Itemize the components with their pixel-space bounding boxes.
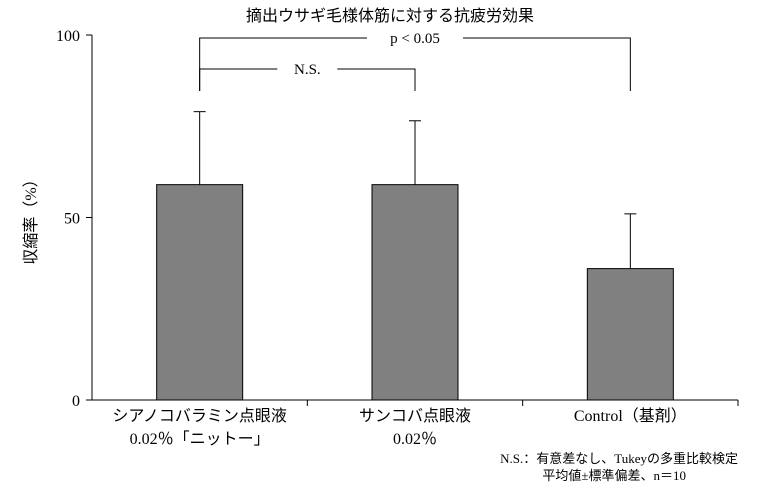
bar <box>156 184 244 401</box>
x-tick-label: シアノコバラミン点眼液 <box>112 407 287 425</box>
significance-bracket <box>337 68 416 91</box>
y-tick-label: 100 <box>56 28 80 45</box>
x-tick-label: 0.02％「ニットー」 <box>130 430 270 448</box>
bar <box>586 268 674 401</box>
significance-bracket <box>199 37 367 91</box>
x-tick-label: Control（基剤） <box>574 407 687 425</box>
significance-label: N.S. <box>294 62 321 78</box>
x-tick-label: サンコバ点眼液 <box>359 407 471 425</box>
x-tick-label: 0.02％ <box>393 431 437 448</box>
y-tick-label: 0 <box>72 393 80 410</box>
significance-bracket <box>199 68 278 91</box>
significance-label: p < 0.05 <box>390 31 440 47</box>
bar <box>371 184 459 401</box>
significance-bracket <box>463 37 631 91</box>
y-tick-label: 50 <box>64 211 80 228</box>
footnote: N.S.：有意差なし、Tukeyの多重比較検定 <box>500 451 738 466</box>
footnote: 平均値±標準偏差、n＝10 <box>542 468 686 483</box>
chart-title: 摘出ウサギ毛様体筋に対する抗疲労効果 <box>246 7 534 25</box>
y-axis-label: 収縮率（%） <box>22 171 40 264</box>
